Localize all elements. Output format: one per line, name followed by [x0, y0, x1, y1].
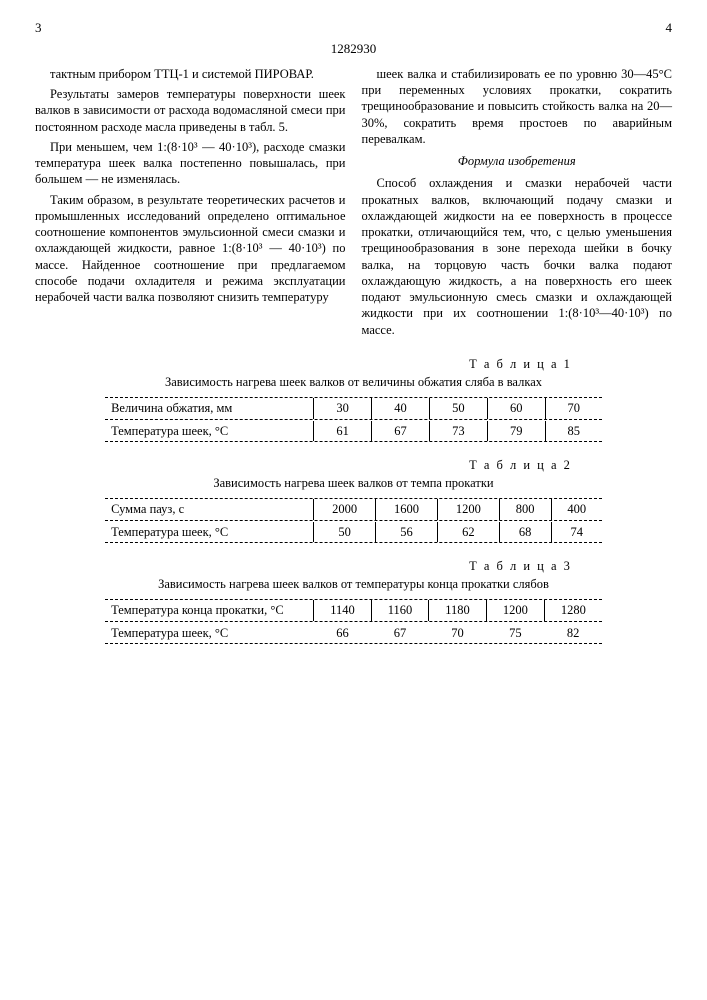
para: шеек валка и стабилизировать ее по уровн…: [362, 66, 673, 147]
cell: 74: [551, 522, 602, 542]
table-2-caption: Зависимость нагрева шеек валков от темпа…: [105, 475, 602, 491]
cell: 400: [551, 499, 602, 519]
cell: 40: [372, 398, 430, 418]
cell: 56: [376, 522, 438, 542]
table-2-block: Т а б л и ц а 2 Зависимость нагрева шеек…: [105, 457, 602, 544]
doc-number: 1282930: [35, 41, 672, 58]
cell: 50: [314, 522, 376, 542]
table-row: Величина обжатия, мм 30 40 50 60 70: [105, 398, 602, 418]
cell: 70: [429, 623, 487, 643]
cell: 67: [372, 421, 430, 441]
para: тактным прибором ТТЦ-1 и системой ПИРОВА…: [35, 66, 346, 82]
cell: 85: [545, 421, 602, 441]
formula-title: Формула изобретения: [362, 153, 673, 169]
cell: 60: [487, 398, 545, 418]
row-label: Величина обжатия, мм: [105, 398, 314, 418]
row-label: Температура конца прокатки, °С: [105, 600, 314, 620]
cell: 68: [499, 522, 551, 542]
table-2-label: Т а б л и ц а 2: [105, 457, 602, 473]
cell: 1160: [371, 600, 429, 620]
two-column-text: тактным прибором ТТЦ-1 и системой ПИРОВА…: [35, 66, 672, 342]
right-column: шеек валка и стабилизировать ее по уровн…: [362, 66, 673, 342]
cell: 2000: [314, 499, 376, 519]
table-2: Сумма пауз, с 2000 1600 1200 800 400 Тем…: [105, 497, 602, 544]
table-row: Температура шеек, °С 66 67 70 75 82: [105, 623, 602, 643]
cell: 82: [544, 623, 601, 643]
table-1-block: Т а б л и ц а 1 Зависимость нагрева шеек…: [105, 356, 602, 443]
table-row: Температура конца прокатки, °С 1140 1160…: [105, 600, 602, 620]
table-row: Температура шеек, °С 50 56 62 68 74: [105, 522, 602, 542]
cell: 1200: [486, 600, 544, 620]
cell: 1200: [437, 499, 499, 519]
table-3-block: Т а б л и ц а 3 Зависимость нагрева шеек…: [105, 558, 602, 645]
left-column: тактным прибором ТТЦ-1 и системой ПИРОВА…: [35, 66, 346, 342]
cell: 1600: [376, 499, 438, 519]
table-1: Величина обжатия, мм 30 40 50 60 70 Темп…: [105, 396, 602, 443]
cell: 1280: [544, 600, 601, 620]
cell: 73: [429, 421, 487, 441]
table-row: Температура шеек, °С 61 67 73 79 85: [105, 421, 602, 441]
cell: 1180: [429, 600, 487, 620]
cell: 67: [371, 623, 429, 643]
cell: 1140: [314, 600, 372, 620]
para: Способ охлаждения и смазки нерабочей час…: [362, 175, 673, 338]
row-label: Температура шеек, °С: [105, 522, 314, 542]
table-row: Сумма пауз, с 2000 1600 1200 800 400: [105, 499, 602, 519]
row-label: Температура шеек, °С: [105, 623, 314, 643]
table-3-caption: Зависимость нагрева шеек валков от темпе…: [105, 576, 602, 592]
page-num-left: 3: [35, 20, 42, 37]
cell: 30: [314, 398, 372, 418]
para: При меньшем, чем 1:(8·10³ — 40·10³), рас…: [35, 139, 346, 188]
table-1-label: Т а б л и ц а 1: [105, 356, 602, 372]
cell: 70: [545, 398, 602, 418]
para: Результаты замеров температуры поверхнос…: [35, 86, 346, 135]
cell: 61: [314, 421, 372, 441]
page-header: 3 4: [35, 20, 672, 37]
cell: 800: [499, 499, 551, 519]
table-3: Температура конца прокатки, °С 1140 1160…: [105, 598, 602, 645]
row-label: Температура шеек, °С: [105, 421, 314, 441]
cell: 50: [429, 398, 487, 418]
table-1-caption: Зависимость нагрева шеек валков от велич…: [105, 374, 602, 390]
cell: 62: [437, 522, 499, 542]
row-label: Сумма пауз, с: [105, 499, 314, 519]
para: Таким образом, в результате теоретически…: [35, 192, 346, 306]
cell: 66: [314, 623, 372, 643]
cell: 75: [486, 623, 544, 643]
table-3-label: Т а б л и ц а 3: [105, 558, 602, 574]
page-num-right: 4: [666, 20, 673, 37]
cell: 79: [487, 421, 545, 441]
